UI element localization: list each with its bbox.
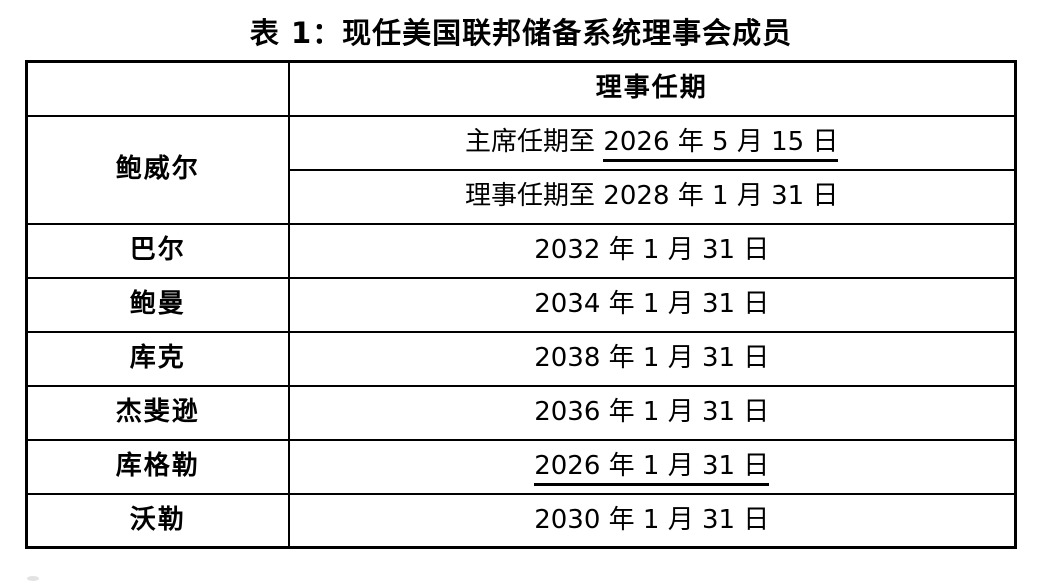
powell-board-term-cell: 理事任期至 2028 年 1 月 31 日 — [287, 168, 1017, 225]
powell-chair-term-cell: 主席任期至 2026 年 5 月 15 日 — [287, 114, 1017, 171]
header-cell-term: 理事任期 — [287, 60, 1017, 117]
powell-chair-term-prefix: 主席任期至 — [465, 126, 604, 157]
table-header-row: 理事任期 — [25, 60, 1017, 117]
board-members-table: 理事任期 鲍威尔 主席任期至 2026 年 5 月 15 日 理事任期至 202… — [25, 60, 1017, 549]
member-name-waller: 沃勒 — [25, 492, 290, 549]
member-name-jefferson: 杰斐逊 — [25, 384, 290, 441]
table-row-jefferson: 杰斐逊 2036 年 1 月 31 日 — [25, 384, 1017, 441]
table-row-kugler: 库格勒 2026 年 1 月 31 日 — [25, 438, 1017, 495]
powell-chair-term-date: 2026 年 5 月 15 日 — [603, 126, 839, 162]
table-row-powell-chair: 鲍威尔 主席任期至 2026 年 5 月 15 日 — [25, 114, 1017, 225]
member-term-kugler: 2026 年 1 月 31 日 — [534, 450, 770, 486]
member-term-cook: 2038 年 1 月 31 日 — [287, 330, 1017, 387]
member-term-kugler-cell: 2026 年 1 月 31 日 — [287, 438, 1017, 495]
member-name-bowman: 鲍曼 — [25, 276, 290, 333]
table-row-cook: 库克 2038 年 1 月 31 日 — [25, 330, 1017, 387]
table-title: 表 1：现任美国联邦储备系统理事会成员 — [249, 16, 793, 50]
member-term-bowman: 2034 年 1 月 31 日 — [287, 276, 1017, 333]
header-cell-name — [25, 60, 290, 117]
member-term-barr: 2032 年 1 月 31 日 — [287, 222, 1017, 279]
faint-footnote-artifact — [27, 576, 39, 581]
table-row-bowman: 鲍曼 2034 年 1 月 31 日 — [25, 276, 1017, 333]
member-name-barr: 巴尔 — [25, 222, 290, 279]
table-row-barr: 巴尔 2032 年 1 月 31 日 — [25, 222, 1017, 279]
member-name-powell: 鲍威尔 — [25, 114, 290, 225]
table-row-waller: 沃勒 2030 年 1 月 31 日 — [25, 492, 1017, 549]
member-name-cook: 库克 — [25, 330, 290, 387]
table-row-powell-board: 理事任期至 2028 年 1 月 31 日 — [27, 168, 1017, 225]
member-term-waller: 2030 年 1 月 31 日 — [287, 492, 1017, 549]
member-term-jefferson: 2036 年 1 月 31 日 — [287, 384, 1017, 441]
member-name-kugler: 库格勒 — [25, 438, 290, 495]
